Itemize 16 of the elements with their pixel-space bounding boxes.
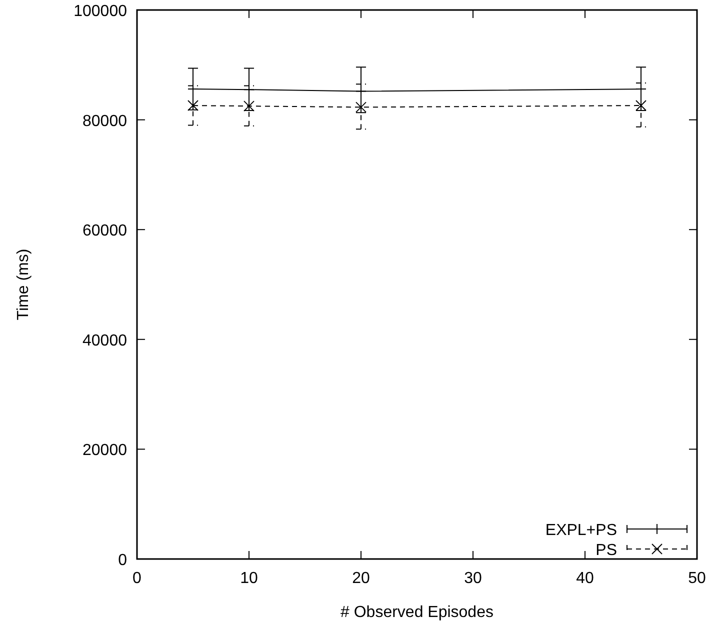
x-tick-label: 30 [464, 570, 482, 587]
x-tick-label: 40 [576, 570, 594, 587]
y-tick-label: 0 [118, 552, 128, 569]
legend-label: PS [596, 542, 617, 559]
x-axis-title: # Observed Episodes [340, 604, 494, 621]
y-tick-label: 60000 [82, 222, 128, 240]
x-tick-label: 0 [132, 570, 142, 587]
x-tick-label: 50 [688, 570, 706, 587]
y-tick-label: 40000 [82, 332, 128, 350]
y-tick-label: 80000 [82, 112, 128, 130]
y-tick-label: 100000 [74, 3, 128, 20]
y-axis-title: Time (ms) [15, 248, 32, 320]
x-tick-label: 10 [240, 570, 258, 587]
x-tick-label: 20 [352, 570, 370, 587]
legend-label: EXPL+PS [545, 522, 617, 539]
y-tick-label: 20000 [82, 442, 128, 460]
